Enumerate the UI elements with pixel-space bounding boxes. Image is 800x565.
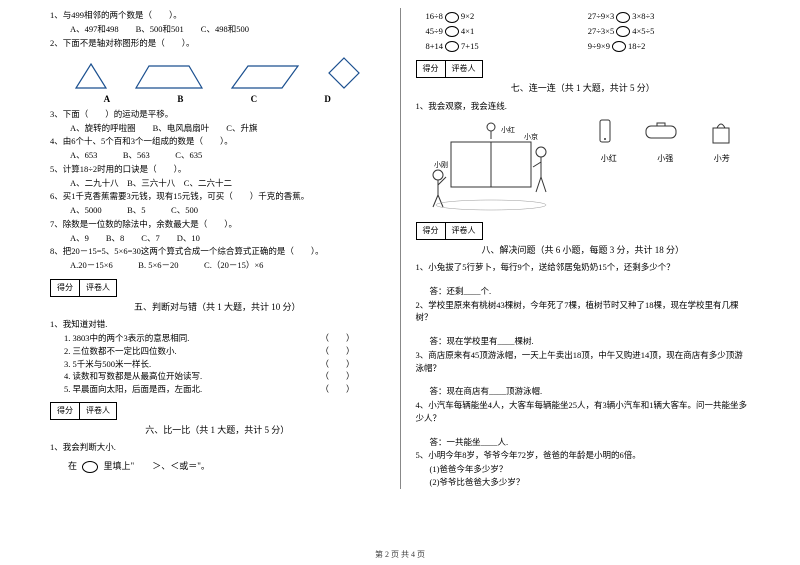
sec6-lead: 1、我会判断大小. [50,441,385,454]
circle-icon [445,41,459,52]
score-box-5: 得分 评卷人 [50,279,116,297]
sec7-title: 七、连一连（共 1 大题，共计 5 分） [416,82,751,96]
sec8-q2: 2、学校里原来有桃树43棵树，今年死了7棵，植树节时又种了18棵，现在学校里有几… [416,299,751,325]
diamond-icon [326,55,362,91]
sec8-q4: 4、小汽车每辆能坐4人，大客车每辆能坐25人，有3辆小汽车和1辆大客车。问一共能… [416,399,751,425]
score-box-7: 得分 评卷人 [416,60,482,78]
column-divider [400,8,401,489]
shape-label-b: B [177,93,183,107]
scene-label-left: 小刚 [434,160,448,169]
parallelogram-icon [230,63,300,91]
score-cell: 得分 [50,402,80,420]
comp-row-3: 8+147+15 9÷9×918÷2 [426,40,751,53]
q1-opts: A、497和498 B、500和501 C、498和500 [50,23,385,36]
sec8-q4-ans: 答：一共能坐____人. [416,436,751,449]
sec5-item3: 3. 5千米与500米一样长.（ ） [50,358,385,371]
sec8-q3-ans: 答：现在商店有____顶游泳帽. [416,385,751,398]
q2-shapes [50,55,385,91]
sec7-picture: 小刚 小红 小京 小红 小强 小芳 [416,117,751,212]
sec6-title: 六、比一比（共 1 大题，共计 5 分） [50,424,385,438]
comparison-block: 16÷89×2 27÷9×33×8÷3 45÷94×1 27÷3×54×5÷5 … [416,10,751,52]
sec8-q3: 3、商店原来有45顶游泳帽，一天上午卖出18顶，中午又购进14顶，现在商店有多少… [416,349,751,375]
sec5-title: 五、判断对与错（共 1 大题，共计 10 分） [50,301,385,315]
comp-row-1: 16÷89×2 27÷9×33×8÷3 [426,10,751,23]
q8: 8、把20－15=5、5×6=30这两个算式合成一个综合算式正确的是（ ）。 [50,245,385,258]
sec8-q5-s2: (2)爷爷比爸爸大多少岁？ [416,476,751,489]
shape-label-a: A [104,93,111,107]
page-container: 1、与499相邻的两个数是（ ）。 A、497和498 B、500和501 C、… [0,0,800,509]
sec5-item5: 5. 早晨面向太阳，后面是西，左面北.（ ） [50,383,385,396]
circle-icon [445,12,459,23]
phone-icon [595,117,615,147]
sec8-title: 八、解决问题（共 6 小题，每题 3 分，共计 18 分） [416,244,751,258]
items-column: 小红 小强 小芳 [581,117,751,165]
sec8-header: 得分 评卷人 [416,216,751,242]
q8-opts: A.20－15×6 B. 5×6－20 C.（20－15）×6 [50,259,385,272]
bag-icon [707,118,735,146]
q7: 7、除数是一位数的除法中，余数最大是（ ）。 [50,218,385,231]
score-box-8: 得分 评卷人 [416,222,482,240]
score-cell: 得分 [416,222,446,240]
sec5-item2: 2. 三位数都不一定比四位数小.（ ） [50,345,385,358]
shape-label-c: C [251,93,258,107]
q1: 1、与499相邻的两个数是（ ）。 [50,9,385,22]
q4-opts: A、653 B、563 C、635 [50,149,385,162]
sec8-q1: 1、小兔拔了5行萝卜，每行9个，送给邻居兔奶奶15个，还剩多少个？ [416,261,751,274]
sec5-item1: 1. 3803中的两个3表示的意思相同.（ ） [50,332,385,345]
sec8-q2-ans: 答：现在学校里有____棵树. [416,335,751,348]
sec6-header: 得分 评卷人 [50,396,385,422]
sec5-header: 得分 评卷人 [50,273,385,299]
item-label: 小芳 [714,153,730,165]
trapezoid-icon [134,63,204,91]
item-label: 小强 [657,153,673,165]
q3: 3、下面（ ）的运动是平移。 [50,108,385,121]
sec5-item4: 4. 读数和写数都是从最高位开始读写.（ ） [50,370,385,383]
case-icon [644,122,678,142]
q5-opts: A、二九十八 B、三六十八 C、二六十二 [50,177,385,190]
scene-label-right: 小京 [524,132,538,141]
q2: 2、下面不是轴对称图形的是（ ）。 [50,37,385,50]
circle-icon [445,26,459,37]
scene-label-mid: 小红 [501,125,515,134]
q3-opts: A、旋转的呼啦圈 B、电风扇扇叶 C、升旗 [50,122,385,135]
item-labels: 小红 小强 小芳 [581,153,751,165]
grader-cell: 评卷人 [445,222,483,240]
score-cell: 得分 [50,279,80,297]
q6: 6、买1千克香蕉需要3元钱，现有15元钱，可买（ ）千克的香蕉。 [50,190,385,203]
triangle-icon [73,61,109,91]
scene-illustration: 小刚 小红 小京 [416,117,566,212]
shape-label-d: D [324,93,331,107]
grader-cell: 评卷人 [445,60,483,78]
sec5-lead: 1、我知道对错. [50,318,385,331]
q7-opts: A、9 B、8 C、7 D、10 [50,232,385,245]
sec8-q5-s1: (1)爸爸今年多少岁？ [416,463,751,476]
score-cell: 得分 [416,60,446,78]
left-column: 1、与499相邻的两个数是（ ）。 A、497和498 B、500和501 C、… [40,8,395,489]
sec8-q1-ans: 答：还剩____个. [416,285,751,298]
grader-cell: 评卷人 [79,402,117,420]
circle-icon [612,41,626,52]
sec8-q5: 5、小明今年8岁，爷爷今年72岁，爸爸的年龄是小明的6倍。 [416,449,751,462]
grader-cell: 评卷人 [79,279,117,297]
q5: 5、计算18÷2时用的口诀是（ ）。 [50,163,385,176]
q6-opts: A、5000 B、5 C、500 [50,204,385,217]
circle-icon [616,26,630,37]
q4: 4、由6个十、5个百和3个一组成的数是（ ）。 [50,135,385,148]
item-label: 小红 [601,153,617,165]
sec7-header: 得分 评卷人 [416,54,751,80]
comp-row-2: 45÷94×1 27÷3×54×5÷5 [426,25,751,38]
page-footer: 第 2 页 共 4 页 [0,549,800,561]
circle-icon [82,461,98,473]
circle-icon [616,12,630,23]
q2-labels: A B C D [50,93,385,107]
score-box-6: 得分 评卷人 [50,402,116,420]
item-row [581,117,751,147]
right-column: 16÷89×2 27÷9×33×8÷3 45÷94×1 27÷3×54×5÷5 … [406,8,761,489]
sec6-instr: 在 里填上" ＞、＜或＝"。 [50,460,385,474]
sec7-lead: 1、我会观察，我会连线. [416,100,751,113]
